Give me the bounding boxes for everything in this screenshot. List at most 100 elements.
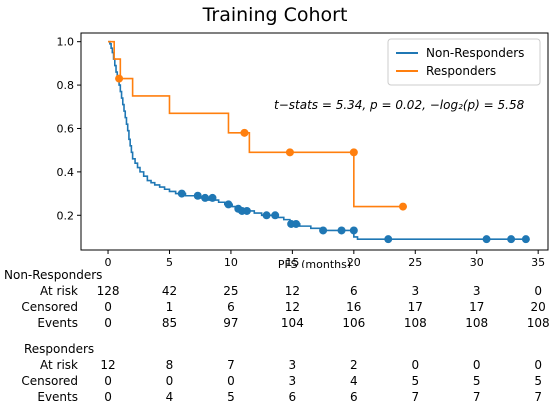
risk-cell: 128 bbox=[96, 284, 120, 298]
risk-cell: 25 bbox=[223, 284, 239, 298]
x-tick-label: 15 bbox=[285, 256, 299, 268]
censor-marker bbox=[115, 74, 124, 83]
series-line bbox=[108, 40, 403, 208]
plot-frame bbox=[80, 32, 549, 251]
risk-cell: 0 bbox=[534, 284, 542, 298]
risk-row-label: At risk bbox=[40, 358, 78, 372]
risk-cell: 6 bbox=[288, 390, 297, 404]
stats-annotation: t−stats = 5.34, p = 0.02, −log₂(p) = 5.5… bbox=[274, 98, 525, 112]
censor-marker bbox=[482, 235, 491, 244]
risk-cell: 2 bbox=[349, 358, 358, 372]
risk-cell: 7 bbox=[227, 358, 235, 372]
risk-cell: 8 bbox=[165, 358, 174, 372]
risk-cell: 7 bbox=[534, 390, 542, 404]
risk-cell: 3 bbox=[472, 284, 481, 298]
km-plot: 0 5 10 15 20 25 30 35 0.2 0.4 0.6 0.8 1.0 PFS (months… bbox=[57, 32, 549, 271]
x-tick-label: 35 bbox=[531, 256, 545, 268]
risk-group-title: Non-Responders bbox=[4, 268, 103, 282]
censor-marker bbox=[240, 128, 249, 137]
x-tick-label: 30 bbox=[470, 256, 484, 268]
risk-cell: 1 bbox=[165, 300, 174, 314]
x-tick-label: 0 bbox=[105, 256, 112, 268]
risk-row-label: Events bbox=[37, 390, 78, 404]
risk-cell: 17 bbox=[469, 300, 485, 314]
censor-marker bbox=[201, 193, 210, 202]
risk-cell: 7 bbox=[472, 390, 481, 404]
risk-cell: 0 bbox=[411, 358, 420, 372]
risk-cell: 106 bbox=[342, 316, 366, 330]
risk-cell: 3 bbox=[288, 358, 297, 372]
censor-marker bbox=[507, 235, 516, 244]
censor-marker bbox=[285, 148, 294, 157]
risk-row-label: Censored bbox=[21, 374, 78, 388]
risk-table: Non-Responders At risk 128 42 25 12 6 3 3 0 Censor… bbox=[0, 268, 550, 406]
x-tick-label: 5 bbox=[166, 256, 173, 268]
risk-cell: 4 bbox=[349, 374, 358, 388]
risk-group-title: Responders bbox=[24, 342, 95, 356]
risk-row-label: Events bbox=[37, 316, 78, 330]
risk-cell: 12 bbox=[284, 284, 301, 298]
risk-cell: 5 bbox=[534, 374, 542, 388]
risk-cell: 0 bbox=[165, 374, 174, 388]
risk-cell: 85 bbox=[161, 316, 178, 330]
y-tick-label: 0.2 bbox=[57, 209, 75, 222]
risk-cell: 6 bbox=[349, 390, 358, 404]
censor-marker bbox=[208, 193, 217, 202]
censor-marker bbox=[521, 235, 530, 244]
risk-cell: 12 bbox=[284, 300, 301, 314]
censor-marker bbox=[177, 189, 186, 198]
risk-cell: 20 bbox=[530, 300, 546, 314]
censor-marker bbox=[224, 200, 233, 209]
risk-cell: 5 bbox=[411, 374, 420, 388]
y-tick-label: 1.0 bbox=[57, 36, 75, 49]
risk-cell: 17 bbox=[407, 300, 423, 314]
censor-marker bbox=[337, 226, 346, 235]
y-tick-label: 0.4 bbox=[57, 166, 75, 179]
risk-cell: 0 bbox=[227, 374, 235, 388]
y-tick-label: 0.6 bbox=[57, 122, 75, 135]
risk-row-label: Censored bbox=[21, 300, 78, 314]
risk-cell: 0 bbox=[104, 390, 112, 404]
risk-cell: 5 bbox=[227, 390, 235, 404]
risk-cell: 97 bbox=[223, 316, 239, 330]
risk-cell: 3 bbox=[411, 284, 420, 298]
legend-label: Non-Responders bbox=[426, 46, 524, 60]
censor-marker bbox=[319, 226, 328, 235]
risk-cell: 108 bbox=[526, 316, 550, 330]
risk-cell: 0 bbox=[534, 358, 542, 372]
risk-cell: 0 bbox=[472, 358, 481, 372]
censor-marker bbox=[384, 235, 393, 244]
censor-marker bbox=[292, 219, 301, 228]
risk-cell: 108 bbox=[465, 316, 489, 330]
censor-marker bbox=[349, 226, 358, 235]
risk-cell: 6 bbox=[349, 284, 358, 298]
censor-marker bbox=[349, 148, 358, 157]
risk-cell: 0 bbox=[104, 374, 112, 388]
censor-marker bbox=[242, 206, 251, 215]
x-axis-label: PFS (months) bbox=[278, 258, 351, 268]
censor-marker bbox=[271, 211, 280, 220]
risk-cell: 42 bbox=[161, 284, 178, 298]
risk-cell: 0 bbox=[104, 316, 112, 330]
legend-box bbox=[387, 38, 541, 86]
x-tick-label: 25 bbox=[408, 256, 422, 268]
censor-marker bbox=[398, 202, 407, 211]
x-tick-label: 20 bbox=[347, 256, 361, 268]
risk-cell: 0 bbox=[104, 300, 112, 314]
risk-cell: 3 bbox=[288, 374, 297, 388]
censor-marker bbox=[193, 191, 202, 200]
x-tick-label: 10 bbox=[224, 256, 238, 268]
risk-cell: 16 bbox=[346, 300, 362, 314]
risk-cell: 12 bbox=[100, 358, 116, 372]
risk-cell: 5 bbox=[472, 374, 481, 388]
y-tick-label: 0.8 bbox=[57, 79, 75, 92]
legend-label: Responders bbox=[426, 64, 496, 78]
risk-cell: 7 bbox=[411, 390, 420, 404]
risk-cell: 6 bbox=[227, 300, 235, 314]
risk-cell: 108 bbox=[403, 316, 427, 330]
risk-row-label: At risk bbox=[40, 284, 78, 298]
risk-cell: 4 bbox=[165, 390, 174, 404]
chart-title: Training Cohort bbox=[202, 4, 348, 26]
risk-cell: 104 bbox=[280, 316, 304, 330]
